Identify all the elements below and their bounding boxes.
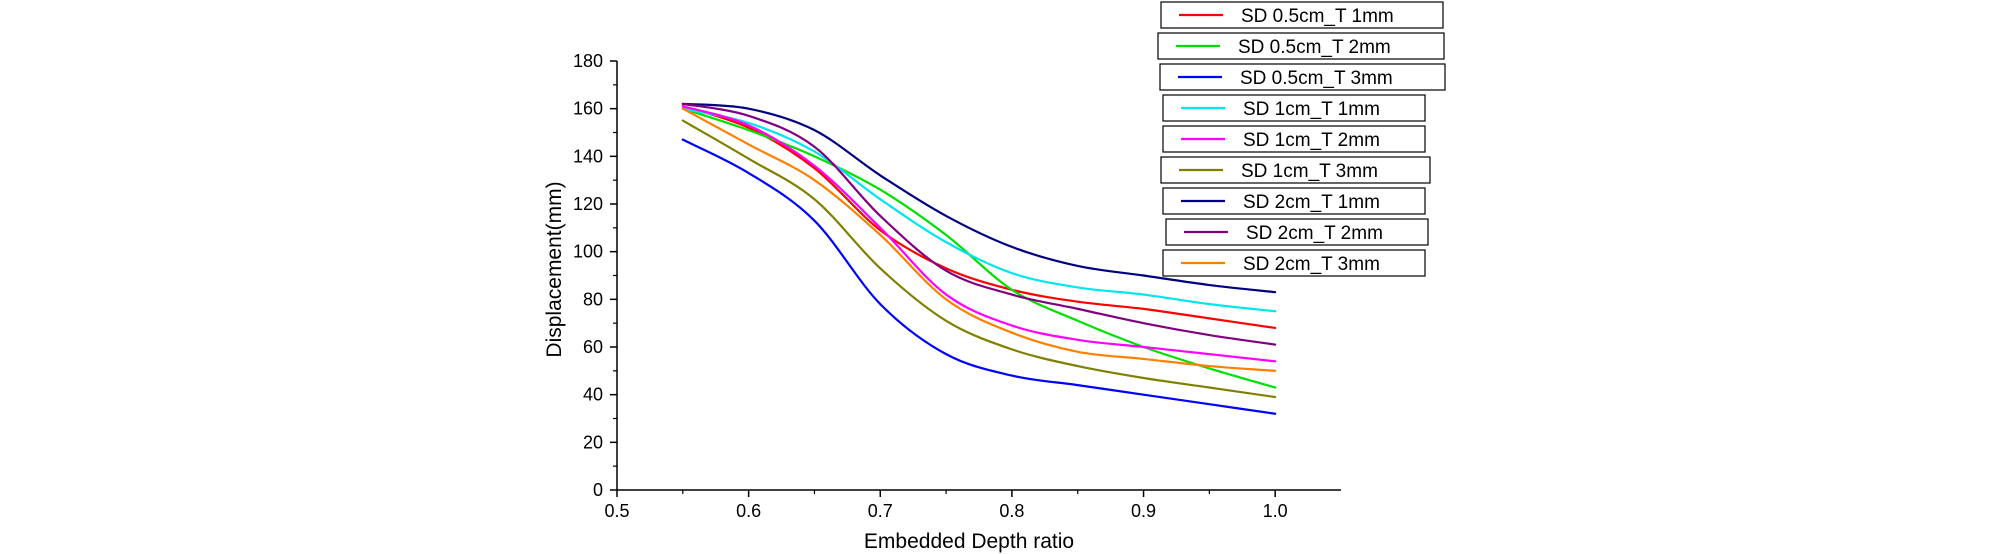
series-line-5 [681,105,1277,363]
legend-item-9: SD 2cm_T 3mm [1162,249,1426,277]
legend-item-1: SD 0.5cm_T 1mm [1160,1,1444,29]
series-line-1 [681,105,1277,330]
y-tick-label: 60 [583,337,603,357]
y-tick-label: 140 [573,146,603,166]
legend-label: SD 2cm_T 3mm [1243,254,1380,275]
x-tick-label: 1.0 [1263,501,1288,521]
y-tick-label: 40 [583,385,603,405]
series-line-3 [681,138,1277,415]
series-line-6 [681,119,1277,399]
x-tick-label: 0.9 [1131,501,1156,521]
series-layer [681,102,1277,415]
legend-label: SD 1cm_T 3mm [1241,161,1378,182]
legend-item-3: SD 0.5cm_T 3mm [1159,63,1446,91]
y-tick-label: 20 [583,432,603,452]
legend-item-5: SD 1cm_T 2mm [1162,125,1426,153]
legend-label: SD 1cm_T 2mm [1243,130,1380,151]
series-line-4 [681,107,1277,313]
series-line-8 [681,102,1277,346]
y-tick-label: 180 [573,51,603,71]
x-tick-label: 0.8 [999,501,1024,521]
axes: 0.5 0.6 0.7 0.8 0.9 1.0 0 20 40 60 80 100 120 140 160 1… [573,51,1341,521]
y-tick-label: 80 [583,289,603,309]
legend-label: SD 0.5cm_T 2mm [1238,37,1391,58]
legend-item-2: SD 0.5cm_T 2mm [1157,32,1445,60]
legend-label: SD 0.5cm_T 3mm [1240,68,1393,89]
y-tick-label: 160 [573,99,603,119]
x-tick-label: 0.7 [868,501,893,521]
legend-label: SD 0.5cm_T 1mm [1241,6,1394,27]
y-tick-label: 0 [593,480,603,500]
x-tick-label: 0.5 [604,501,629,521]
y-tick-label: 100 [573,242,603,262]
legend-item-7: SD 2cm_T 1mm [1162,187,1426,215]
legend-label: SD 2cm_T 2mm [1246,223,1383,244]
legend-label: SD 1cm_T 1mm [1243,99,1380,120]
legend: SD 0.5cm_T 1mm SD 0.5cm_T 2mm SD 0.5cm_T 3… [1157,1,1446,277]
legend-item-8: SD 2cm_T 2mm [1165,218,1429,246]
y-tick-label: 120 [573,194,603,214]
y-axis-title: Displacement(mm) [543,181,566,357]
series-line-9 [681,107,1277,372]
legend-item-6: SD 1cm_T 3mm [1160,156,1431,184]
x-axis-title: Embedded Depth ratio [864,530,1074,553]
series-line-7 [681,102,1277,294]
x-tick-label: 0.6 [736,501,761,521]
legend-label: SD 2cm_T 1mm [1243,192,1380,213]
legend-item-4: SD 1cm_T 1mm [1162,94,1426,122]
